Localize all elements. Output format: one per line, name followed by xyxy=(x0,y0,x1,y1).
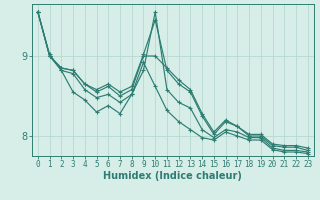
X-axis label: Humidex (Indice chaleur): Humidex (Indice chaleur) xyxy=(103,171,242,181)
